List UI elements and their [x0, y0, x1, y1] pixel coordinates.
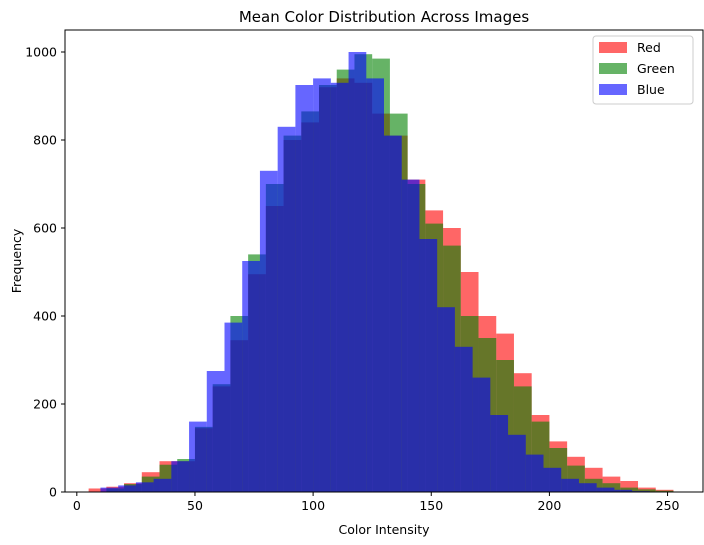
legend-swatch-blue — [599, 84, 627, 95]
legend-swatch-red — [599, 42, 627, 53]
histogram-bar — [490, 415, 509, 492]
histogram-bar — [614, 489, 633, 492]
histogram-bar — [655, 490, 674, 492]
histogram-bar — [259, 170, 278, 493]
chart-title: Mean Color Distribution Across Images — [239, 8, 529, 26]
bars-layer — [88, 52, 674, 493]
y-tick-label: 1000 — [25, 45, 57, 60]
histogram-bar — [437, 307, 455, 492]
histogram-bar — [543, 467, 562, 492]
histogram-bar — [171, 461, 190, 492]
histogram-bar — [525, 454, 544, 492]
histogram-bar — [206, 371, 225, 492]
legend: Red Green Blue — [592, 35, 694, 105]
histogram-bar — [118, 485, 136, 492]
histogram-bar — [313, 78, 331, 493]
histogram-bar — [472, 377, 491, 492]
y-axis-ticks: 0 200 400 600 800 1000 — [25, 45, 65, 500]
histogram-bar — [100, 487, 119, 492]
x-tick-label: 0 — [73, 498, 81, 513]
x-axis-ticks: 0 50 100 150 200 250 — [73, 492, 680, 513]
histogram-bar — [295, 85, 314, 492]
histogram-bar — [189, 421, 207, 492]
x-tick-label: 150 — [419, 498, 443, 513]
histogram-bar — [88, 488, 107, 492]
legend-label-green: Green — [637, 61, 675, 76]
y-tick-label: 600 — [33, 221, 57, 236]
x-tick-label: 50 — [187, 498, 203, 513]
y-tick-label: 0 — [49, 485, 57, 500]
legend-label-blue: Blue — [637, 82, 665, 97]
plot-area-frame — [64, 29, 704, 493]
histogram-bar — [366, 78, 384, 493]
x-tick-label: 200 — [537, 498, 561, 513]
histogram-bar — [638, 489, 656, 492]
histogram-bar — [578, 483, 597, 492]
histogram-bar — [242, 261, 260, 492]
series-blue — [100, 52, 650, 493]
histogram-bar — [401, 179, 420, 492]
y-axis-label: Frequency — [9, 228, 24, 293]
y-tick-label: 800 — [33, 133, 57, 148]
histogram-bar — [384, 135, 402, 492]
histogram-bar — [277, 126, 296, 493]
histogram-bar — [596, 487, 615, 492]
x-tick-label: 250 — [656, 498, 680, 513]
histogram-bar — [419, 239, 438, 492]
histogram-bar — [135, 482, 154, 492]
histogram-bar — [330, 82, 349, 493]
legend-swatch-green — [599, 63, 627, 74]
histogram-bar — [348, 52, 367, 492]
x-axis-label: Color Intensity — [338, 522, 430, 537]
histogram-bar — [454, 346, 473, 492]
histogram-bar — [561, 478, 579, 492]
histogram-bar — [153, 478, 172, 492]
y-tick-label: 400 — [33, 309, 57, 324]
legend-label-red: Red — [637, 40, 661, 55]
y-tick-label: 200 — [33, 397, 57, 412]
histogram-bar — [620, 481, 639, 492]
histogram-bar — [508, 434, 526, 492]
histogram-bar — [224, 322, 243, 492]
x-tick-label: 100 — [301, 498, 325, 513]
